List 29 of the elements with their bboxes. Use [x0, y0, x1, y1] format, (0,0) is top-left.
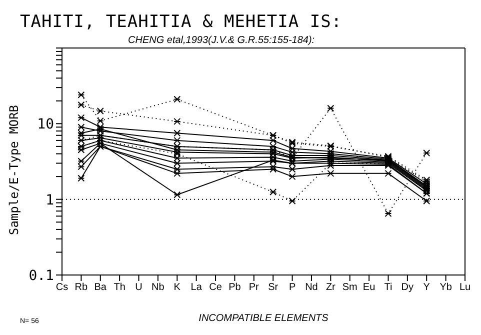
x-tick-label: Ba	[94, 282, 107, 294]
x-tick-label: Sm	[342, 282, 358, 294]
chart-subtitle: CHENG etal,1993(J.V.& G.R.55:155-184):	[128, 35, 315, 46]
x-tick-label: Dy	[401, 282, 414, 294]
x-tick-label: Nb	[152, 282, 165, 294]
x-tick-label: K	[174, 282, 181, 294]
chart-title: TAHITI, TEAHITIA & MEHETIA IS:	[20, 12, 342, 32]
x-tick-label: P	[288, 282, 296, 294]
x-tick-label: U	[135, 282, 142, 294]
x-tick-label: Y	[423, 282, 430, 294]
x-tick-label: Nd	[305, 282, 318, 294]
x-tick-label: Ti	[384, 282, 392, 294]
y-tick-label: 0.1	[28, 268, 54, 284]
x-tick-label: Eu	[362, 282, 376, 294]
x-tick-label: Pb	[228, 282, 242, 294]
x-tick-label: Lu	[459, 282, 471, 294]
x-tick-label: Zr	[326, 282, 336, 294]
x-tick-label: Cs	[56, 282, 68, 294]
x-tick-label: Th	[114, 282, 126, 294]
x-tick-label: La	[190, 282, 202, 294]
x-tick-label: Rb	[74, 282, 88, 294]
y-tick-label: 1	[46, 192, 54, 208]
x-tick-label: Pr	[248, 282, 260, 294]
x-tick-label: Yb	[440, 282, 452, 294]
y-axis-title: Sample/E-Type MORB	[7, 104, 21, 236]
y-tick-label: 10	[37, 116, 54, 133]
x-axis-title: INCOMPATIBLE ELEMENTS	[198, 313, 330, 324]
x-tick-label: Sr	[268, 282, 279, 294]
x-tick-label: Ce	[209, 282, 222, 294]
